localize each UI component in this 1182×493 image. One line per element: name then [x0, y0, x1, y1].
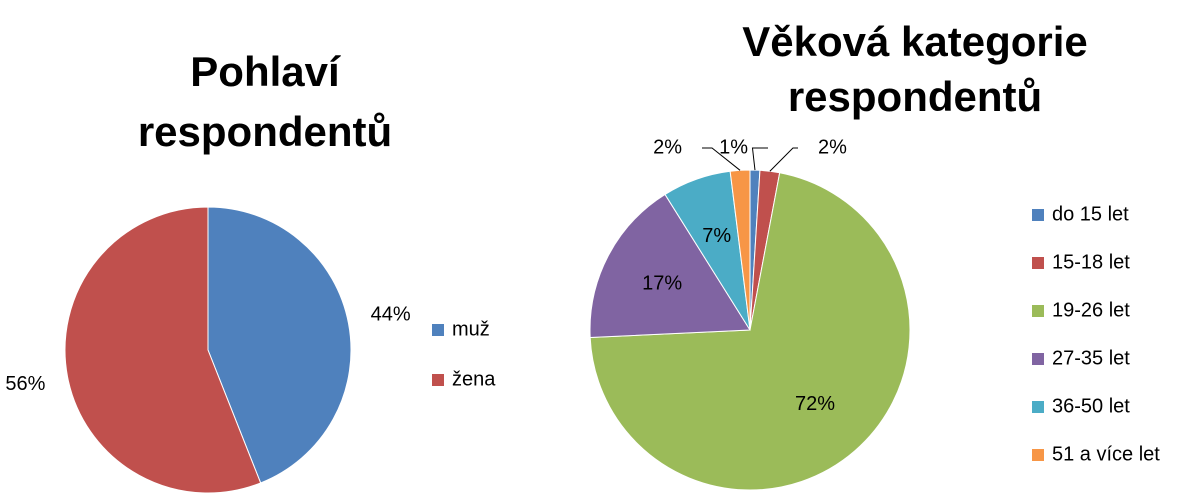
leader-line: [751, 147, 768, 171]
data-label: 17%: [642, 272, 682, 294]
legend-label: do 15 let: [1052, 203, 1129, 225]
data-label: 2%: [653, 136, 682, 158]
legend-swatch: [1032, 401, 1044, 413]
legend-label: 19-26 let: [1052, 299, 1130, 321]
data-label: 7%: [702, 225, 731, 247]
data-label: 44%: [371, 303, 411, 325]
legend-label: 51 a více let: [1052, 443, 1160, 465]
legend-swatch: [1032, 209, 1044, 221]
legend-label: 15-18 let: [1052, 251, 1130, 273]
leader-line: [702, 147, 741, 171]
data-label: 72%: [795, 393, 835, 415]
chart-title: respondentů: [138, 108, 392, 155]
legend-swatch: [1032, 353, 1044, 365]
data-label: 1%: [719, 136, 748, 158]
pie-slice: [207, 206, 352, 484]
pie-slice: [64, 206, 262, 493]
legend-label: 27-35 let: [1052, 347, 1130, 369]
legend-swatch: [1032, 305, 1044, 317]
chart-title: respondentů: [788, 73, 1042, 120]
leader-line: [769, 147, 798, 172]
pie-slice: [589, 193, 751, 338]
legend-swatch: [1032, 257, 1044, 269]
chart-title: Věková kategorie: [742, 18, 1088, 65]
legend-swatch: [1032, 449, 1044, 461]
legend-label: muž: [452, 318, 490, 340]
legend-swatch: [432, 374, 444, 386]
data-label: 56%: [5, 373, 45, 395]
legend-label: 36-50 let: [1052, 395, 1130, 417]
data-label: 2%: [818, 136, 847, 158]
chart-title: Pohlaví: [190, 48, 341, 95]
pie-slice: [589, 172, 911, 491]
legend-label: žena: [452, 368, 496, 390]
legend-swatch: [432, 324, 444, 336]
